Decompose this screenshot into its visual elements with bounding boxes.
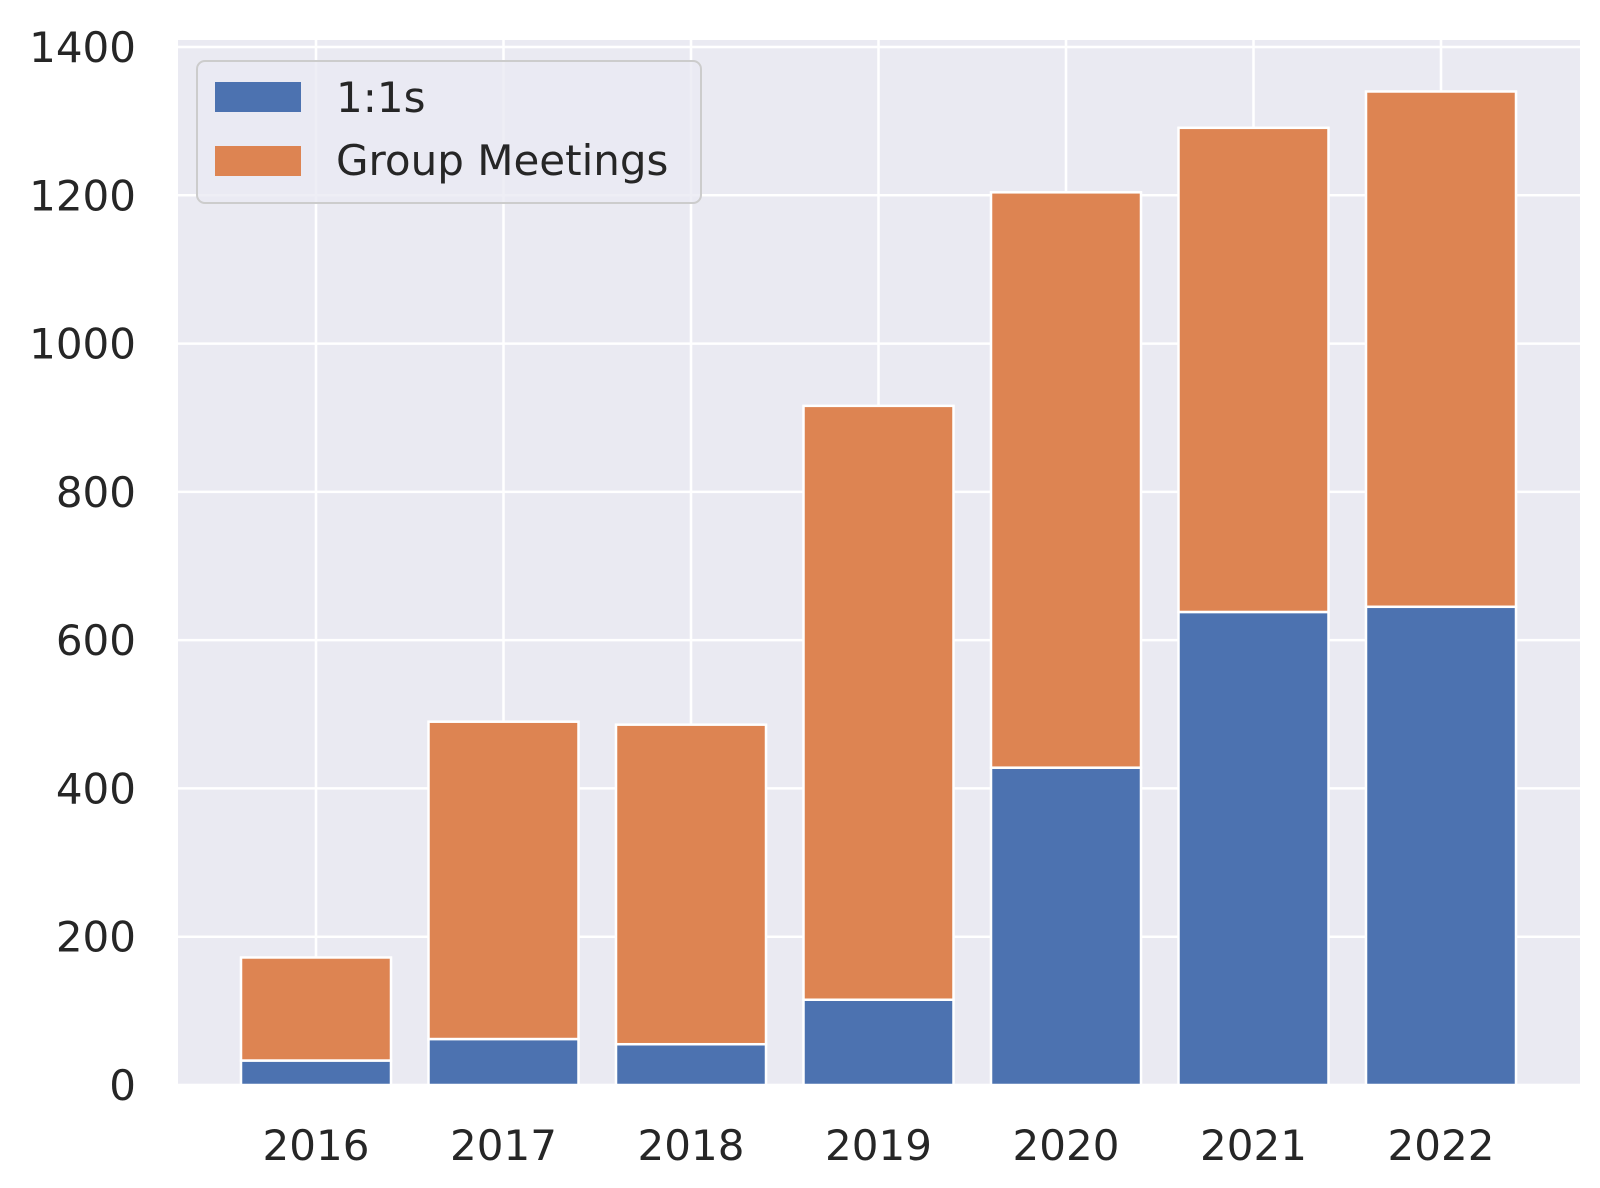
x-tick-label: 2019	[825, 1121, 932, 1170]
legend-swatch-group-meetings	[215, 146, 301, 176]
bar-group-meetings-2019	[802, 404, 955, 1001]
legend-swatch-1-1s	[215, 82, 301, 112]
bar-one-on-ones-2017	[427, 1037, 580, 1087]
bars	[239, 90, 1518, 1087]
y-axis-ticks: 0 200 400 600 800 1000 1200 1400	[29, 23, 136, 1110]
y-tick-label: 600	[56, 616, 136, 665]
bar-one-on-ones-2018	[614, 1042, 768, 1087]
x-tick-label: 2020	[1013, 1121, 1120, 1170]
bar-one-on-ones-2022	[1364, 605, 1518, 1087]
legend-label-group-meetings: Group Meetings	[336, 136, 668, 185]
bar-group-meetings-2018	[614, 723, 768, 1046]
bar-one-on-ones-2019	[802, 998, 955, 1087]
x-tick-label: 2018	[638, 1121, 745, 1170]
bar-group-meetings-2016	[239, 956, 393, 1062]
x-tick-label: 2022	[1388, 1121, 1495, 1170]
legend-label-1-1s: 1:1s	[336, 73, 425, 122]
y-tick-label: 1200	[29, 171, 136, 220]
bar-group-meetings-2021	[1177, 126, 1330, 614]
y-tick-label: 200	[56, 913, 136, 962]
x-tick-label: 2016	[263, 1121, 370, 1170]
bar-one-on-ones-2020	[989, 766, 1143, 1087]
x-tick-label: 2021	[1200, 1121, 1307, 1170]
bar-group-meetings-2022	[1364, 90, 1518, 609]
x-tick-label: 2017	[450, 1121, 557, 1170]
bar-one-on-ones-2021	[1177, 610, 1330, 1087]
legend-box	[196, 60, 702, 204]
bar-group-meetings-2020	[989, 191, 1143, 769]
bar-group-meetings-2017	[427, 720, 580, 1041]
y-tick-label: 1000	[29, 320, 136, 369]
bar-one-on-ones-2016	[239, 1059, 393, 1087]
y-tick-label: 1400	[29, 23, 136, 72]
y-tick-label: 400	[56, 764, 136, 813]
x-axis-ticks: 2016 2017 2018 2019 2020 2021 2022	[263, 1121, 1495, 1170]
y-tick-label: 0	[109, 1061, 136, 1110]
legend: 1:1s Group Meetings	[196, 60, 702, 204]
y-tick-label: 800	[56, 468, 136, 517]
